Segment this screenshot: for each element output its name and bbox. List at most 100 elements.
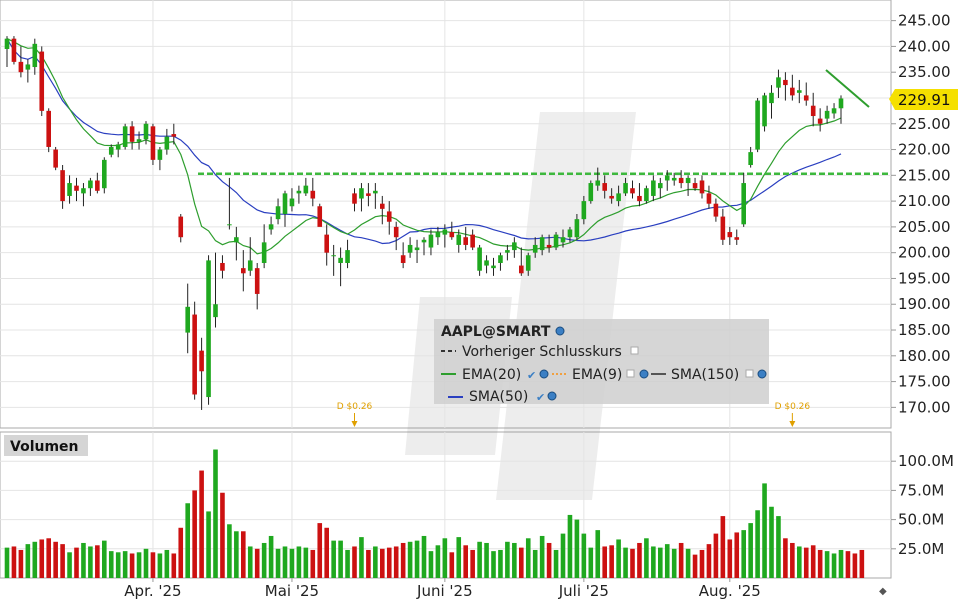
candle xyxy=(67,175,72,204)
y-tick-label: 215.00 xyxy=(898,166,951,184)
settings-icon[interactable] xyxy=(539,369,549,379)
candle xyxy=(213,252,218,328)
volume-bar xyxy=(505,541,510,578)
candle-body xyxy=(53,149,58,168)
y-tick-label: 245.00 xyxy=(898,12,951,30)
volume-bar xyxy=(519,547,524,578)
candle-body xyxy=(664,175,670,181)
candle xyxy=(254,262,260,310)
last-price-label: 229.91 xyxy=(898,91,951,109)
candle xyxy=(776,69,781,98)
candle xyxy=(296,185,302,204)
volume-bar xyxy=(734,532,740,578)
candle xyxy=(553,232,559,251)
candle-body xyxy=(449,232,455,238)
candle-body xyxy=(484,260,489,266)
legend-item-sma150: SMA(150) xyxy=(671,367,739,383)
candle-body xyxy=(185,306,190,333)
candle xyxy=(32,38,38,75)
candle-body xyxy=(539,237,545,251)
candle xyxy=(220,255,225,279)
candle-body xyxy=(122,126,128,147)
candle-body xyxy=(428,234,434,248)
settings-icon[interactable] xyxy=(757,369,767,379)
candle xyxy=(366,183,371,207)
volume-bar xyxy=(241,531,246,578)
candle-body xyxy=(345,250,350,263)
candle-body xyxy=(115,144,121,150)
candle xyxy=(261,224,267,269)
candle-body xyxy=(706,193,712,204)
candle-body xyxy=(713,203,719,217)
check-icon[interactable]: ✔ xyxy=(536,391,545,404)
candle-body xyxy=(67,183,72,196)
y-tick-label: 195.00 xyxy=(898,269,951,287)
candle xyxy=(616,185,621,207)
candle-body xyxy=(143,123,149,140)
scroll-right-icon[interactable]: ◆ xyxy=(879,586,887,597)
volume-bar xyxy=(470,549,475,578)
candle-body xyxy=(32,43,38,68)
candle-body xyxy=(227,224,232,226)
volume-bar xyxy=(678,542,684,578)
candle xyxy=(470,229,475,251)
trend-line[interactable] xyxy=(825,69,870,108)
candle xyxy=(150,123,156,166)
candle xyxy=(414,239,420,263)
candle xyxy=(129,121,135,150)
candle xyxy=(664,170,670,191)
settings-icon[interactable] xyxy=(639,369,649,379)
candle xyxy=(685,175,691,196)
volume-bar xyxy=(602,546,607,578)
volume-bar xyxy=(810,545,816,578)
candle-body xyxy=(783,79,788,86)
candle xyxy=(4,36,10,68)
check-icon[interactable]: ✔ xyxy=(527,369,536,382)
candle xyxy=(741,172,746,227)
candle xyxy=(442,224,448,248)
volume-bar xyxy=(268,535,274,578)
x-tick-label: Aug. '25 xyxy=(699,582,761,600)
candle xyxy=(380,195,385,225)
legend-item-sma50: SMA(50) xyxy=(469,389,528,405)
volume-bar xyxy=(108,551,114,578)
legend-item-prev-close: Vorheriger Schlusskurs xyxy=(462,344,622,360)
volume-bar xyxy=(817,549,823,578)
settings-icon[interactable] xyxy=(547,391,557,401)
eye-icon[interactable] xyxy=(626,369,635,378)
x-tick-label: Juni '25 xyxy=(416,582,473,600)
volume-bar xyxy=(692,554,698,578)
settings-icon[interactable] xyxy=(555,326,565,336)
candle xyxy=(734,229,740,245)
candle-body xyxy=(456,234,462,245)
y-tick-label: 235.00 xyxy=(898,63,951,81)
volume-bar xyxy=(616,539,621,578)
candle-body xyxy=(268,224,274,230)
volume-bar xyxy=(630,548,635,578)
volume-bar xyxy=(428,551,434,578)
candle-body xyxy=(317,206,323,227)
candle xyxy=(644,185,649,204)
candle xyxy=(345,239,350,269)
candle-body xyxy=(797,90,802,93)
eye-icon[interactable] xyxy=(745,369,754,378)
candle-body xyxy=(220,262,225,271)
y-tick-label: 240.00 xyxy=(898,37,951,55)
candle xyxy=(713,198,719,222)
candle xyxy=(310,177,316,207)
candle xyxy=(324,224,329,266)
candle-body xyxy=(199,350,204,372)
candle-body xyxy=(463,237,468,245)
volume-bar xyxy=(380,548,385,578)
y-tick-label: 175.00 xyxy=(898,373,951,391)
eye-icon[interactable] xyxy=(630,346,639,355)
candle xyxy=(525,252,531,276)
candle xyxy=(484,255,489,274)
volume-bar xyxy=(512,542,517,578)
volume-bar xyxy=(282,546,288,578)
candle xyxy=(247,237,253,276)
candle-body xyxy=(338,257,343,263)
volume-bar xyxy=(449,552,455,578)
volume-bar xyxy=(373,546,378,578)
candle-body xyxy=(623,183,628,194)
